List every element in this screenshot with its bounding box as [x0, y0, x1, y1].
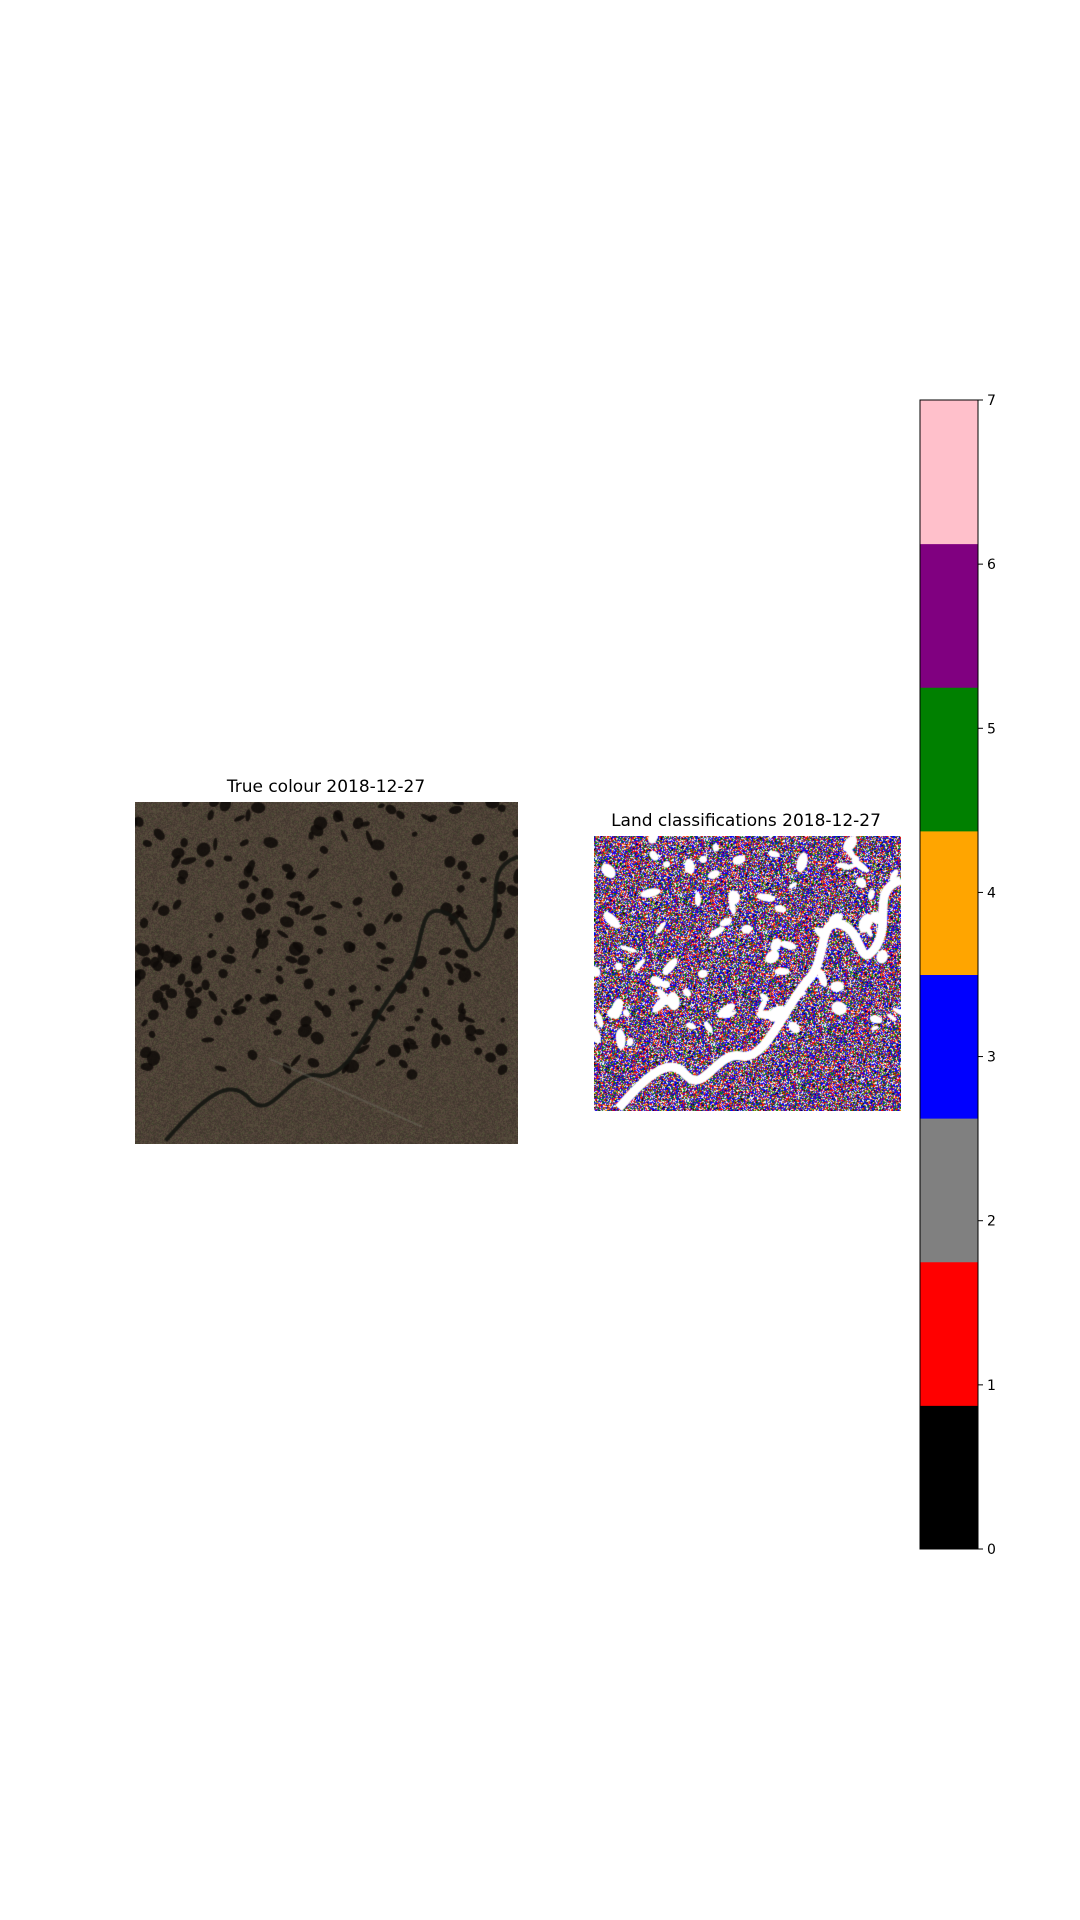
colorbar-segment-7 [920, 400, 978, 545]
colorbar-tick-label: 5 [987, 721, 996, 737]
colorbar: 0 1 2 3 4 5 6 7 [919, 393, 996, 1558]
colorbar-segment-4 [920, 830, 978, 975]
colorbar-tick-label: 3 [987, 1050, 996, 1066]
colorbar-segment-6 [920, 543, 978, 688]
colorbar-segment-0 [920, 1405, 978, 1550]
colorbar-tick-label: 6 [987, 557, 996, 573]
true-colour-title: True colour 2018-12-27 [226, 777, 426, 797]
colorbar-segment-1 [920, 1261, 978, 1406]
colorbar-tick-label: 4 [987, 885, 996, 901]
colorbar-tick-label: 0 [987, 1542, 996, 1558]
colorbar-segment-5 [920, 687, 978, 832]
land-classifications-image [594, 836, 901, 1111]
true-colour-image [135, 802, 518, 1144]
land-classifications-title: Land classifications 2018-12-27 [611, 811, 881, 831]
colorbar-segment-2 [920, 1118, 978, 1263]
colorbar-frame [919, 399, 979, 1550]
colorbar-tick-label: 7 [987, 393, 996, 409]
colorbar-tick-label: 1 [987, 1378, 996, 1394]
colorbar-tick-label: 2 [987, 1214, 996, 1230]
colorbar-segment-3 [920, 974, 978, 1119]
